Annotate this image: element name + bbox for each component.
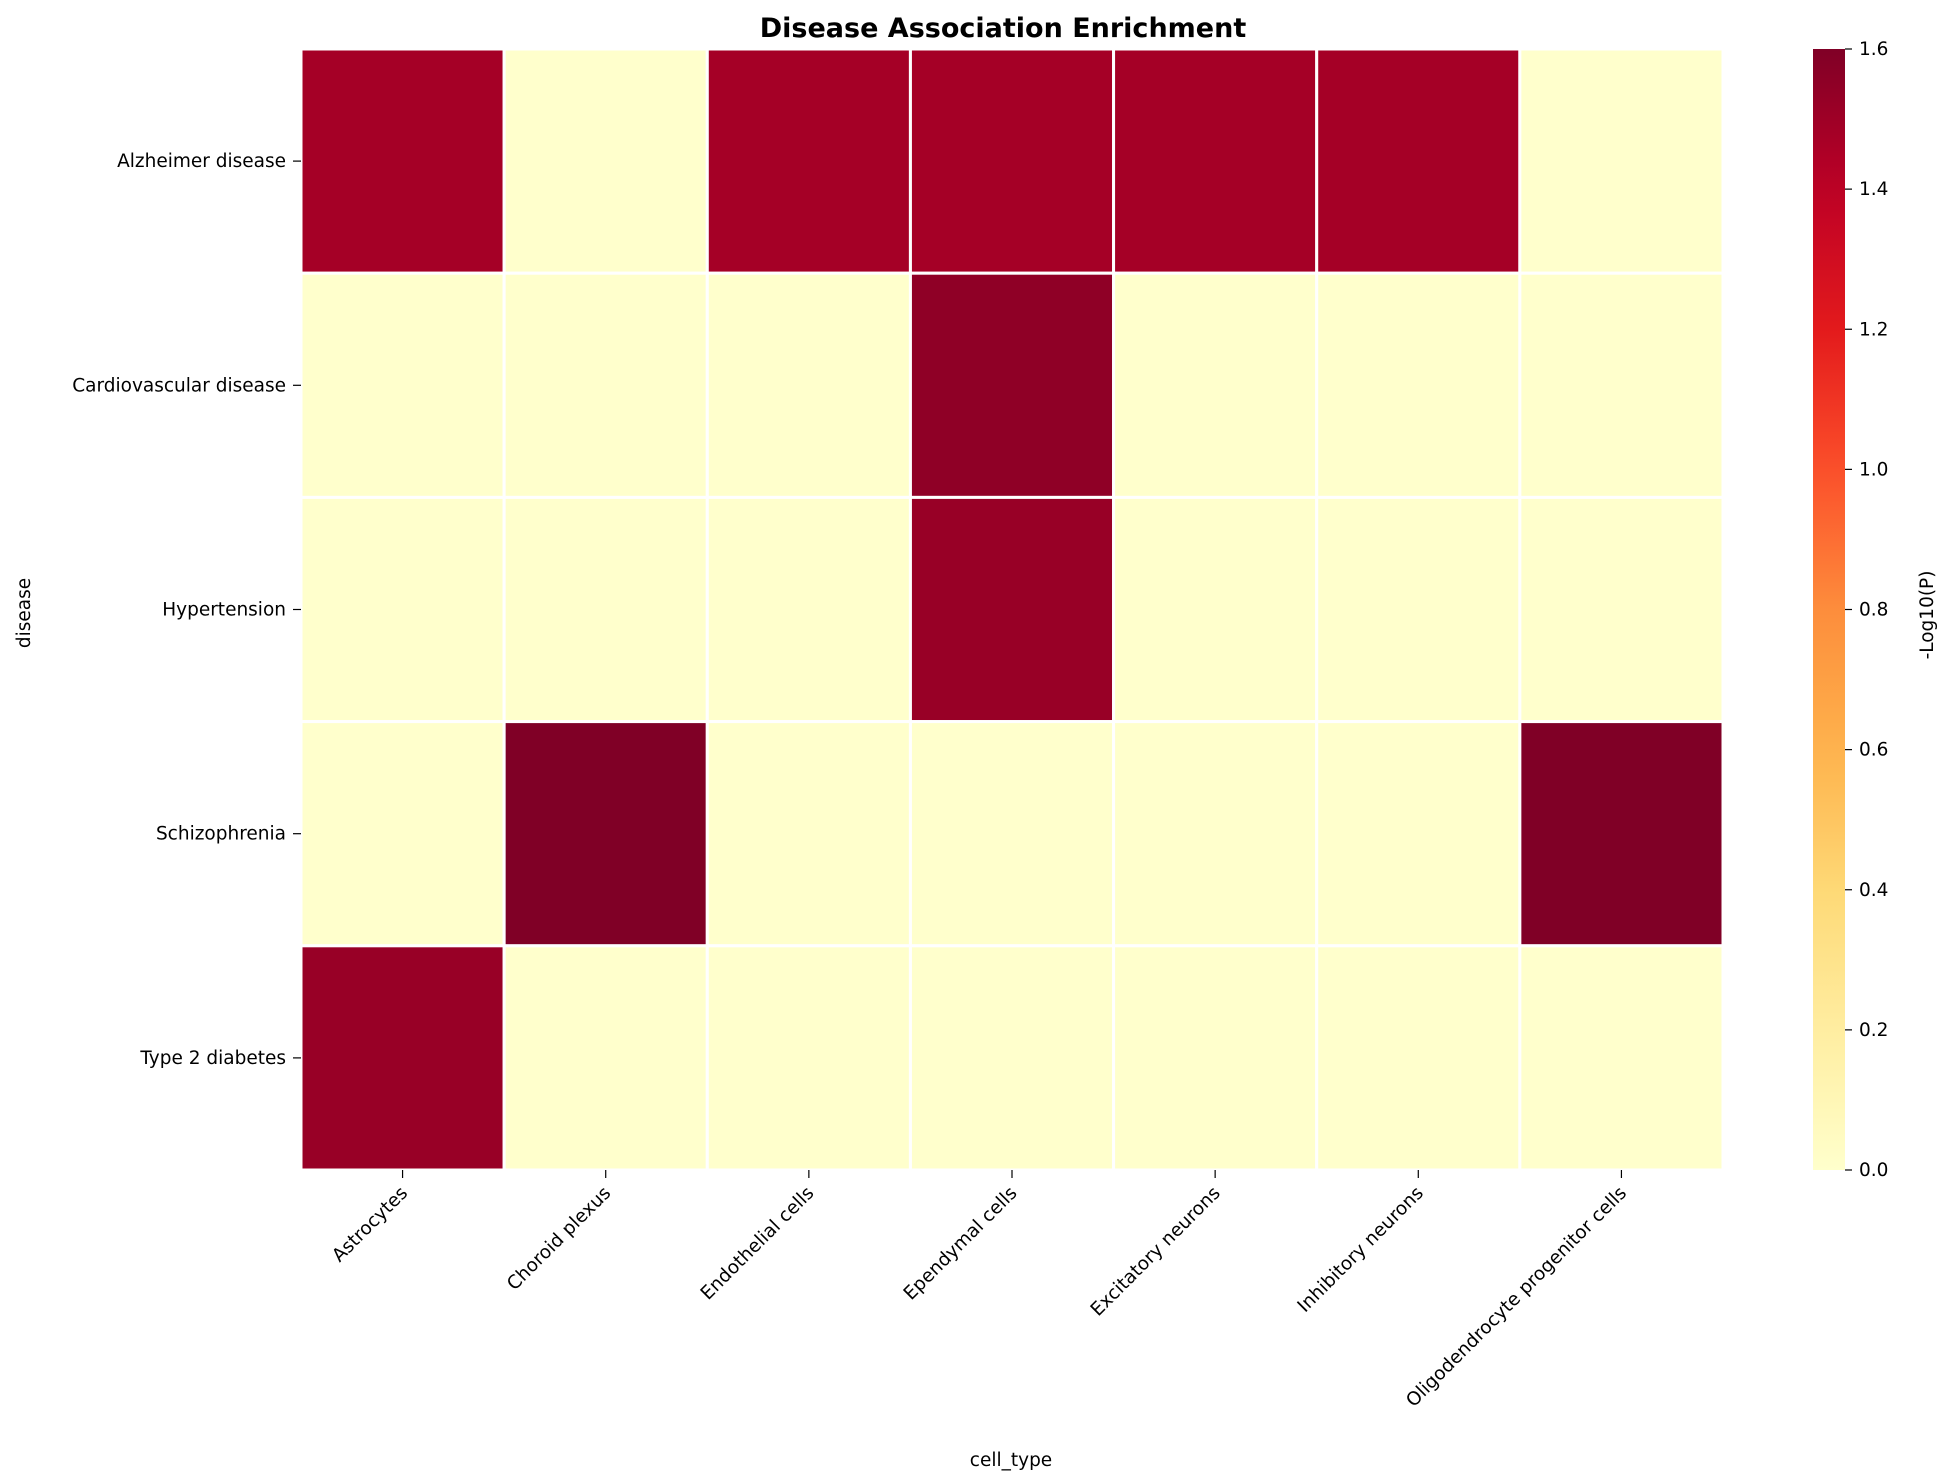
colorbar-tick-label: 1.0 — [1859, 459, 1888, 480]
colorbar-tick-label: 0.4 — [1859, 880, 1888, 901]
heatmap-cell-cardiovascular-disease-choroid-plexus — [502, 271, 709, 499]
x-axis-ticks: Astrocytes Choroid plexus Endothelial cell… — [328, 1170, 1631, 1411]
y-tick-label-type-2-diabetes: Type 2 diabetes — [139, 1048, 286, 1069]
heatmap-cell-schizophrenia-ependymal-cells — [908, 720, 1116, 948]
heatmap-cell-type-2-diabetes-astrocytes — [299, 944, 506, 1172]
colorbar-tick-label: 0.8 — [1859, 600, 1888, 621]
heatmap-cell-schizophrenia-oligodendrocyte-progenitor-cells — [1518, 720, 1725, 948]
x-tick-label-oligodendrocyte-progenitor-cells: Oligodendrocyte progenitor cells — [1402, 1183, 1631, 1412]
heatmap-cell-hypertension-oligodendrocyte-progenitor-cells — [1518, 495, 1725, 724]
heatmap-cell-type-2-diabetes-ependymal-cells — [908, 944, 1116, 1172]
heatmap-cell-alzheimer-disease-excitatory-neurons — [1112, 47, 1319, 275]
x-tick-label-choroid-plexus: Choroid plexus — [503, 1183, 615, 1295]
heatmap-cell-alzheimer-disease-choroid-plexus — [502, 47, 709, 275]
y-tick-label-hypertension: Hypertension — [162, 600, 286, 621]
heatmap-cell-schizophrenia-choroid-plexus — [502, 720, 709, 948]
colorbar-gradient — [1813, 49, 1845, 1170]
heatmap-cell-hypertension-excitatory-neurons — [1112, 495, 1319, 724]
colorbar-tick-label: 0.0 — [1859, 1160, 1888, 1181]
y-tick-label-alzheimer-disease: Alzheimer disease — [117, 151, 286, 172]
heatmap-cell-cardiovascular-disease-excitatory-neurons — [1112, 271, 1319, 499]
heatmap-cell-alzheimer-disease-endothelial-cells — [705, 47, 912, 275]
heatmap-cell-alzheimer-disease-astrocytes — [299, 47, 506, 275]
x-axis-label: cell_type — [970, 1450, 1052, 1471]
heatmap-cell-hypertension-choroid-plexus — [502, 495, 709, 724]
x-tick-label-excitatory-neurons: Excitatory neurons — [1087, 1183, 1225, 1321]
heatmap-cell-type-2-diabetes-inhibitory-neurons — [1315, 944, 1522, 1172]
colorbar-tick-label: 1.6 — [1859, 39, 1888, 60]
y-axis-ticks: Alzheimer disease Cardiovascular disease H… — [72, 151, 301, 1069]
x-tick-label-endothelial-cells: Endothelial cells — [697, 1183, 819, 1305]
heatmap-cell-alzheimer-disease-ependymal-cells — [908, 47, 1116, 275]
colorbar-label: -Log10(P) — [1917, 571, 1938, 660]
heatmap-cell-schizophrenia-inhibitory-neurons — [1315, 720, 1522, 948]
y-tick-label-schizophrenia: Schizophrenia — [156, 824, 286, 845]
x-tick-label-astrocytes: Astrocytes — [328, 1183, 412, 1267]
y-tick-label-cardiovascular-disease: Cardiovascular disease — [72, 375, 286, 396]
heatmap-cell-alzheimer-disease-oligodendrocyte-progenitor-cells — [1518, 47, 1725, 275]
heatmap-cell-schizophrenia-astrocytes — [299, 720, 506, 948]
x-tick-label-inhibitory-neurons: Inhibitory neurons — [1294, 1183, 1428, 1317]
heatmap-cell-type-2-diabetes-endothelial-cells — [705, 944, 912, 1172]
heatmap-cell-cardiovascular-disease-oligodendrocyte-progenitor-cells — [1518, 271, 1725, 499]
colorbar-tick-label: 1.4 — [1859, 179, 1888, 200]
heatmap-cell-type-2-diabetes-excitatory-neurons — [1112, 944, 1319, 1172]
heatmap-cell-type-2-diabetes-oligodendrocyte-progenitor-cells — [1518, 944, 1725, 1172]
heatmap-cell-type-2-diabetes-choroid-plexus — [502, 944, 709, 1172]
heatmap-cell-cardiovascular-disease-endothelial-cells — [705, 271, 912, 499]
heatmap-cells — [299, 47, 1725, 1172]
y-axis-label: disease — [14, 578, 35, 648]
colorbar: 0.0 0.2 0.4 0.6 0.8 1.0 1.2 1.4 1.6 -Log10(P) — [1813, 39, 1938, 1181]
heatmap-cell-hypertension-inhibitory-neurons — [1315, 495, 1522, 724]
heatmap-cell-hypertension-endothelial-cells — [705, 495, 912, 724]
heatmap-cell-cardiovascular-disease-astrocytes — [299, 271, 506, 499]
heatmap-cell-alzheimer-disease-inhibitory-neurons — [1315, 47, 1522, 275]
colorbar-tick-label: 0.6 — [1859, 740, 1888, 761]
colorbar-tick-label: 1.2 — [1859, 319, 1888, 340]
heatmap-cell-schizophrenia-excitatory-neurons — [1112, 720, 1319, 948]
chart-title: Disease Association Enrichment — [760, 13, 1247, 44]
x-tick-label-ependymal-cells: Ependymal cells — [900, 1183, 1022, 1305]
colorbar-tick-label: 0.2 — [1859, 1020, 1888, 1041]
heatmap-cell-hypertension-ependymal-cells — [908, 495, 1116, 724]
heatmap-cell-hypertension-astrocytes — [299, 495, 506, 724]
heatmap-cell-cardiovascular-disease-ependymal-cells — [908, 271, 1116, 499]
colorbar-ticks: 0.0 0.2 0.4 0.6 0.8 1.0 1.2 1.4 1.6 — [1845, 39, 1888, 1181]
heatmap-cell-schizophrenia-endothelial-cells — [705, 720, 912, 948]
heatmap-cell-cardiovascular-disease-inhibitory-neurons — [1315, 271, 1522, 499]
